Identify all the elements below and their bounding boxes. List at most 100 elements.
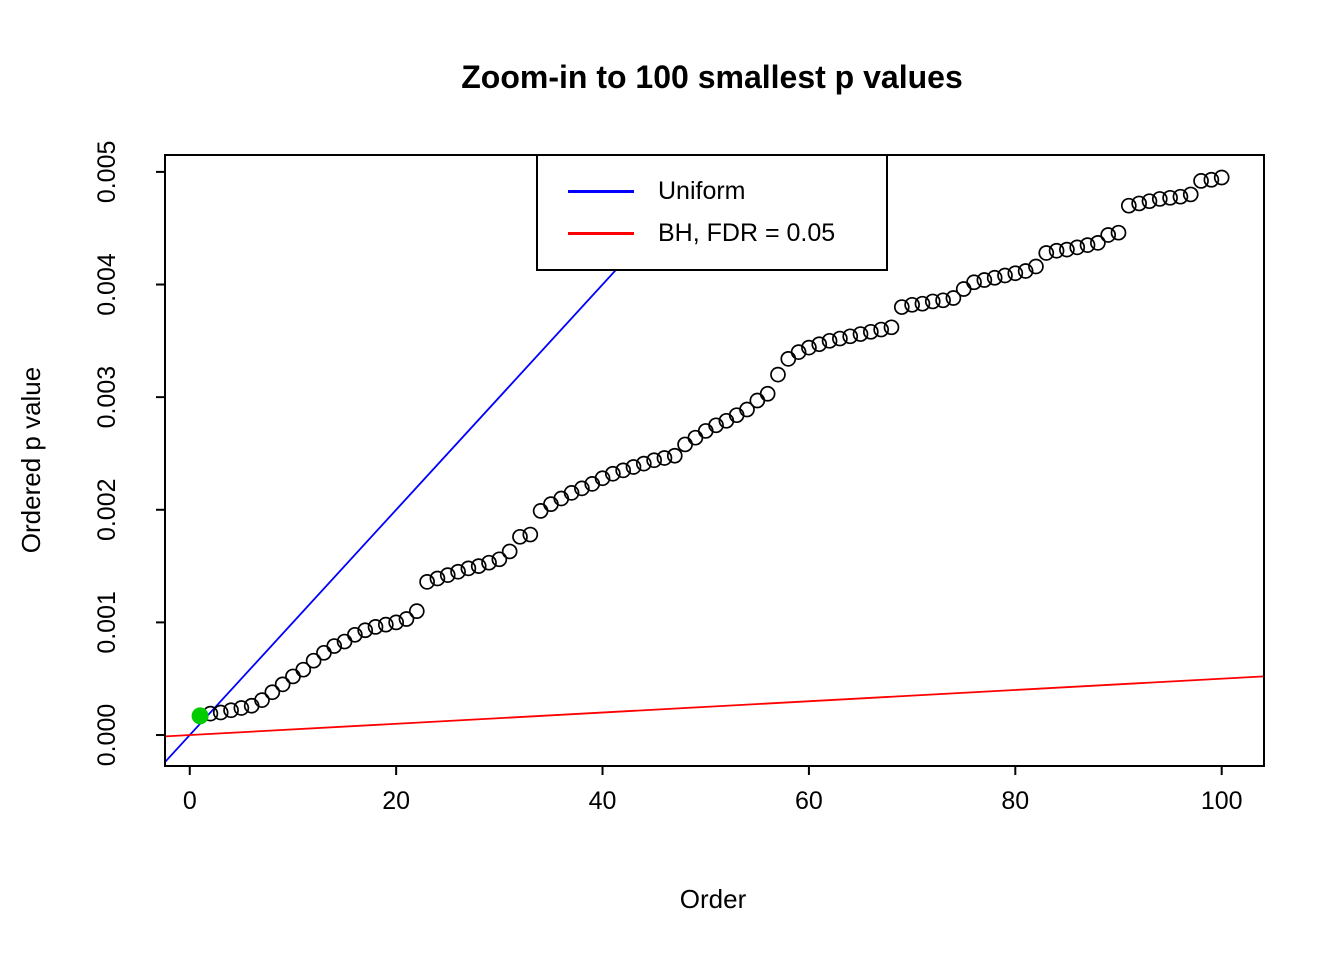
data-point <box>955 281 972 297</box>
uniform-line-swatch <box>568 190 634 193</box>
y-tick-label: 0.001 <box>93 591 121 654</box>
data-point <box>625 459 642 475</box>
highlight-point <box>191 707 209 725</box>
data-point <box>563 485 580 501</box>
data-point <box>966 274 982 291</box>
data-point <box>233 700 250 716</box>
data-point <box>285 668 301 685</box>
legend: Uniform BH, FDR = 0.05 <box>536 154 888 271</box>
data-point <box>512 528 528 545</box>
data-point <box>470 558 487 574</box>
data-point <box>223 702 239 719</box>
data-point <box>635 455 652 472</box>
data-point <box>212 704 229 721</box>
data-point <box>945 290 962 306</box>
data-point <box>1100 227 1117 243</box>
data-point <box>398 611 415 627</box>
data-point <box>522 526 539 543</box>
data-point <box>904 296 920 313</box>
data-point <box>821 332 838 349</box>
data-point <box>749 392 766 409</box>
data-point <box>1017 263 1034 279</box>
data-point <box>1028 258 1044 275</box>
data-point <box>1048 242 1065 259</box>
data-point <box>924 293 941 310</box>
data-point <box>997 267 1013 284</box>
data-point <box>615 462 632 479</box>
legend-label-uniform: Uniform <box>658 177 746 205</box>
y-axis-label: Ordered p value <box>16 367 46 553</box>
data-point <box>532 503 549 519</box>
y-tick-label: 0.003 <box>93 366 121 429</box>
data-point <box>687 429 704 446</box>
x-tick-label: 40 <box>589 787 617 815</box>
data-point <box>646 452 662 469</box>
data-point <box>780 351 797 367</box>
data-point <box>501 543 518 560</box>
data-point <box>1120 197 1137 214</box>
data-point <box>862 323 879 340</box>
data-point <box>1193 173 1209 189</box>
data-point <box>986 269 1003 286</box>
data-point <box>316 644 332 661</box>
y-tick-label: 0.000 <box>93 704 121 767</box>
data-point <box>1203 171 1220 188</box>
data-point <box>274 676 291 693</box>
data-point <box>677 436 693 453</box>
data-point <box>594 470 611 487</box>
legend-label-bh: BH, FDR = 0.05 <box>658 219 836 247</box>
data-point <box>481 554 497 571</box>
data-point <box>883 319 900 336</box>
data-point <box>1069 239 1086 256</box>
data-point <box>1172 188 1189 205</box>
data-point <box>1131 195 1147 212</box>
data-point <box>574 480 590 497</box>
data-point <box>347 626 363 643</box>
data-point <box>842 328 859 345</box>
data-point <box>893 299 910 315</box>
data-point <box>605 465 621 482</box>
data-point <box>770 366 786 383</box>
data-point <box>408 603 425 619</box>
x-tick-label: 80 <box>1001 787 1029 815</box>
data-point <box>656 450 673 466</box>
data-point <box>811 336 828 353</box>
data-point <box>367 619 384 635</box>
data-point <box>326 638 343 654</box>
data-point <box>419 574 435 590</box>
data-point <box>429 570 446 587</box>
data-point <box>976 272 993 288</box>
data-point <box>295 661 312 678</box>
x-tick-label: 20 <box>382 787 410 815</box>
data-point <box>305 652 322 669</box>
y-tick-label: 0.005 <box>93 141 121 204</box>
data-point <box>1162 189 1178 206</box>
x-tick-label: 60 <box>795 787 823 815</box>
data-point <box>1038 245 1055 261</box>
x-axis-label: Order <box>680 884 747 914</box>
data-point <box>801 339 817 356</box>
data-point <box>264 684 281 701</box>
data-point <box>1090 234 1106 251</box>
data-point <box>832 330 848 347</box>
x-tick-label: 0 <box>183 787 197 815</box>
data-point <box>1141 193 1158 210</box>
data-point <box>439 567 456 583</box>
data-point <box>1059 241 1075 258</box>
data-point <box>1213 169 1230 186</box>
data-point <box>1079 237 1096 253</box>
data-point <box>377 616 394 633</box>
data-point <box>759 385 776 402</box>
ref-line-bh <box>165 675 1264 738</box>
data-point <box>790 344 807 360</box>
data-point <box>1182 186 1199 203</box>
bh-line-swatch <box>568 232 634 235</box>
chart-title: Zoom-in to 100 smallest p values <box>461 59 962 95</box>
x-tick-label: 100 <box>1201 787 1243 815</box>
legend-item-bh: BH, FDR = 0.05 <box>568 219 886 247</box>
data-point <box>460 560 477 577</box>
y-tick-label: 0.002 <box>93 478 121 541</box>
data-point <box>388 614 405 631</box>
